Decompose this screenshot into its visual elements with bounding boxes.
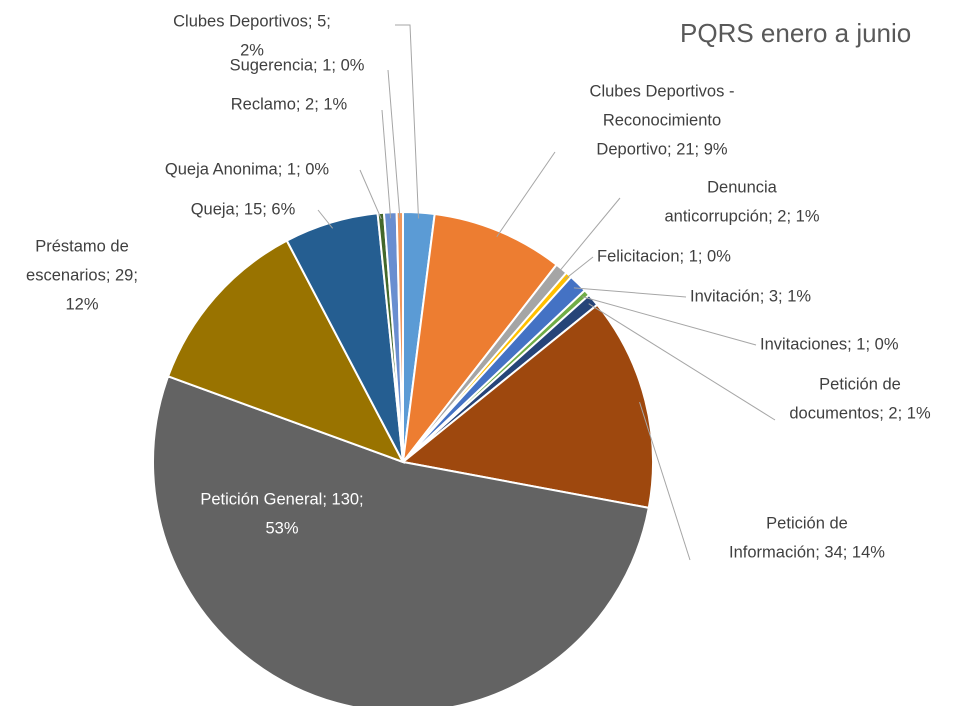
pie-slice (166, 239, 406, 464)
data-label: Clubes Deportivos; 5; (173, 12, 331, 30)
leader-line (317, 209, 334, 229)
data-label: Reclamo; 2; 1% (231, 95, 348, 113)
data-label: Préstamo de (35, 237, 129, 255)
data-label: Deportivo; 21; 9% (596, 140, 727, 158)
data-label: Queja; 15; 6% (191, 200, 296, 218)
data-label: 2% (240, 41, 264, 59)
leader-line (395, 24, 420, 219)
data-label: Sugerencia; 1; 0% (230, 56, 365, 74)
leader-line (496, 151, 556, 238)
data-label: anticorrupción; 2; 1% (664, 207, 819, 225)
data-label: Petición General; 130; (200, 490, 363, 508)
data-label: 12% (65, 295, 98, 313)
pie (152, 210, 654, 706)
pie-slice (401, 212, 558, 466)
leader-line (639, 401, 691, 561)
pie-slice (152, 375, 650, 706)
leader-line (564, 256, 594, 280)
leader-line (557, 197, 621, 274)
data-label: escenarios; 29; (26, 266, 138, 284)
data-label: Petición de (766, 514, 848, 532)
data-label: Queja Anonima; 1; 0% (165, 160, 330, 178)
data-label: 53% (265, 519, 298, 537)
pie-slice (400, 303, 654, 510)
data-label: Invitación; 3; 1% (690, 287, 811, 305)
leader-line (359, 169, 382, 220)
leader-line (573, 287, 687, 298)
leader-line (381, 109, 392, 219)
leader-line (588, 303, 776, 421)
data-label: Información; 34; 14% (729, 543, 885, 561)
leader-line (582, 296, 757, 346)
chart-title: PQRS enero a junio (680, 18, 911, 48)
data-label: documentos; 2; 1% (789, 404, 931, 422)
data-label: Denuncia (707, 178, 778, 196)
data-label: Felicitacion; 1; 0% (597, 247, 731, 265)
data-label: Invitaciones; 1; 0% (760, 335, 899, 353)
data-label: Reconocimiento (603, 111, 721, 129)
data-label: Clubes Deportivos - (590, 82, 735, 100)
leader-line (387, 69, 401, 219)
data-label: Petición de (819, 375, 901, 393)
